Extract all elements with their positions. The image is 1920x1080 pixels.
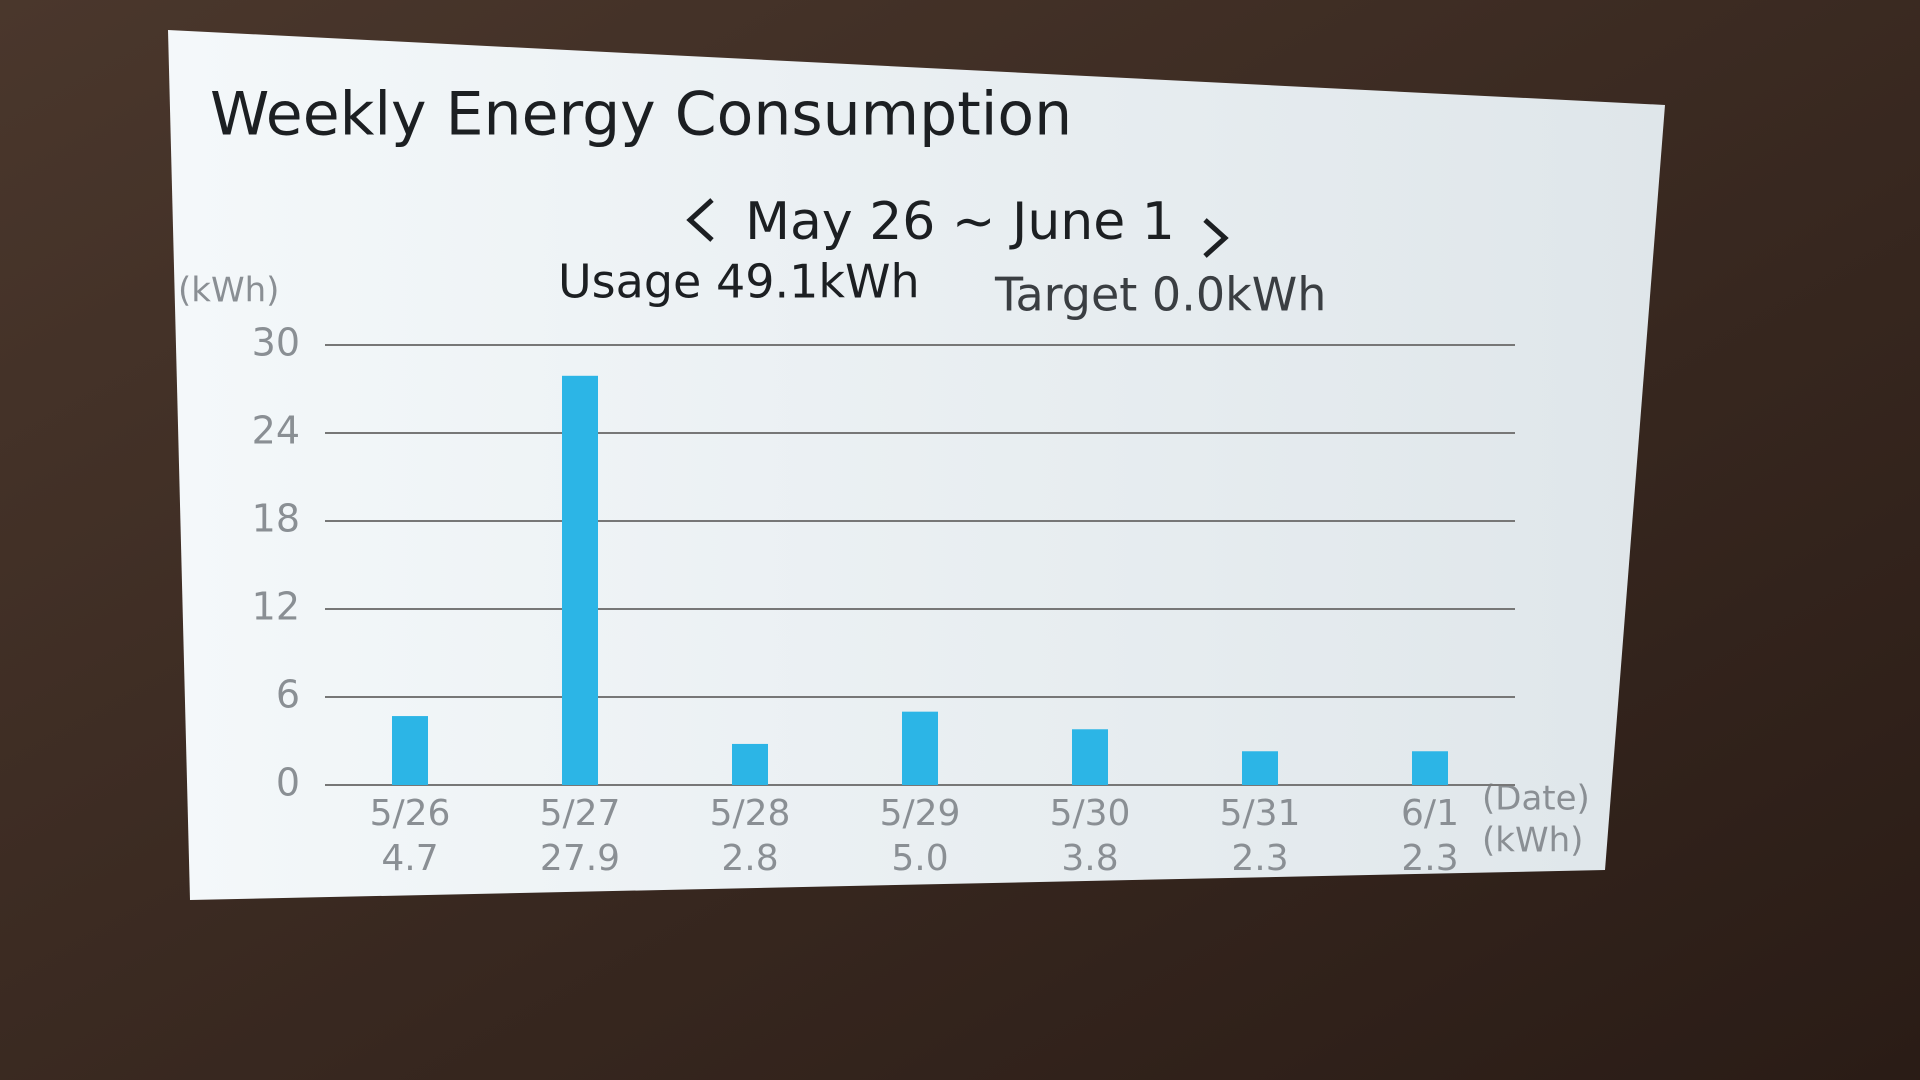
bar	[1072, 729, 1108, 785]
value-label: 2.3	[1231, 838, 1288, 879]
date-range: May 26 ~ June 1	[745, 192, 1175, 252]
y-tick-label: 12	[252, 585, 300, 629]
chart-title: Weekly Energy Consumption	[210, 80, 1072, 150]
bar	[732, 743, 768, 785]
y-tick-label: 30	[252, 321, 300, 365]
bar	[1242, 751, 1278, 785]
x-tick-label: 6/1	[1401, 793, 1459, 834]
value-label: 2.3	[1401, 838, 1458, 879]
bar	[1412, 751, 1448, 785]
screen	[168, 30, 1665, 900]
value-label: 27.9	[540, 838, 620, 879]
x-tick-label: 5/28	[710, 793, 791, 834]
value-unit: (kWh)	[1482, 821, 1583, 861]
value-label: 3.8	[1061, 838, 1118, 879]
target: Target 0.0kWh	[994, 268, 1326, 322]
y-tick-label: 0	[276, 761, 300, 805]
x-tick-label: 5/27	[540, 793, 621, 834]
value-label: 5.0	[891, 838, 948, 879]
x-tick-label: 5/26	[370, 793, 451, 834]
x-tick-label: 5/29	[880, 793, 961, 834]
bar	[392, 716, 428, 785]
usage: Usage 49.1kWh	[558, 255, 920, 309]
y-axis-label: (kWh)	[178, 271, 279, 311]
y-tick-label: 6	[276, 673, 300, 717]
x-tick-label: 5/30	[1050, 793, 1131, 834]
value-label: 4.7	[381, 838, 438, 879]
y-tick-label: 24	[252, 409, 300, 453]
prev-arrow[interactable]	[686, 198, 714, 242]
y-tick-label: 18	[252, 497, 300, 541]
value-label: 2.8	[721, 838, 778, 879]
x-tick-label: 5/31	[1220, 793, 1301, 834]
bar	[562, 375, 598, 785]
next-arrow[interactable]	[1203, 218, 1229, 258]
bar	[902, 711, 938, 785]
